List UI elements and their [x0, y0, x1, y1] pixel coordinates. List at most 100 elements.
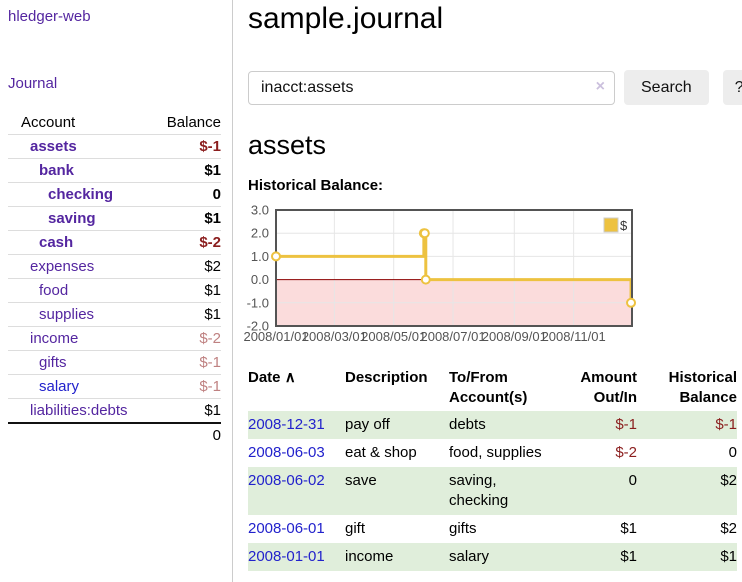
register-cell-date: 2008-06-01 [248, 515, 345, 543]
register-cell-description: gift [345, 520, 366, 537]
register-date-link[interactable]: 2008-06-02 [248, 472, 325, 489]
x-tick-label: 2008/01/01 [243, 329, 308, 344]
y-tick-label: -2.0 [247, 319, 269, 334]
account-balance: $-1 [154, 134, 221, 159]
account-link[interactable]: cash [39, 234, 74, 251]
register-header-date[interactable]: Date ∧ [248, 369, 296, 386]
account-balance: $1 [154, 278, 221, 303]
chart-container: 3.0 2.0 1.0 0.0 -1.0 -2.0 2008/01/01 2008/03/01… [243, 203, 742, 348]
account-link[interactable]: salary [39, 378, 80, 395]
sidebar: hledger-web Journal Account Balance asse… [0, 0, 233, 582]
register-cell-date: 2008-01-01 [248, 543, 345, 571]
y-tick-label: 2.0 [251, 226, 269, 241]
account-link[interactable]: gifts [39, 354, 67, 371]
y-tick-label: -1.0 [247, 295, 269, 310]
plot-border [275, 209, 633, 327]
accounts-header-row: Account Balance [8, 111, 221, 135]
register-body: 2008-12-31 pay off debts $-1 $-1 2008-06-03 ea… [248, 411, 737, 571]
account-link[interactable]: liabilities:debts [30, 402, 128, 419]
account-row: supplies $1 [8, 302, 221, 327]
search-button[interactable]: Search [624, 70, 709, 105]
register-table: Date ∧ Description To/From Account(s) Am… [248, 365, 737, 571]
x-tick-label: 2008/09/01 [482, 329, 547, 344]
account-balance: $2 [154, 254, 221, 279]
accounts-body: assets $-1 bank $1 checking 0 saving $1 cash $-2 e… [8, 134, 221, 423]
register-cell-description: pay off [345, 416, 390, 433]
page-title: sample.journal [248, 2, 444, 35]
account-row: liabilities:debts $1 [8, 398, 221, 423]
register-cell-date: 2008-12-31 [248, 411, 345, 439]
account-balance: $-2 [154, 326, 221, 351]
x-tick-label: 2008/03/01 [302, 329, 367, 344]
account-balance: 0 [154, 182, 221, 207]
x-tick-label: 2008/05/01 [361, 329, 426, 344]
sidebar-item-journal[interactable]: Journal [8, 75, 58, 92]
account-link[interactable]: bank [39, 162, 75, 179]
account-balance: $1 [154, 206, 221, 231]
register-cell-description: save [345, 472, 377, 489]
account-row: assets $-1 [8, 134, 221, 159]
account-link[interactable]: supplies [39, 306, 95, 323]
register-row: 2008-06-01 gift gifts $1 $2 [248, 515, 737, 543]
register-row: 2008-12-31 pay off debts $-1 $-1 [248, 411, 737, 439]
legend-label: $ [620, 218, 628, 233]
search-input[interactable] [248, 70, 615, 105]
register-cell-accounts: saving, checking [449, 472, 509, 509]
brand-link[interactable]: hledger-web [8, 8, 91, 25]
register-row: 2008-01-01 income salary $1 $1 [248, 543, 737, 571]
account-row: bank $1 [8, 158, 221, 183]
register-header-amount: Amount Out/In [580, 369, 637, 406]
register-cell-date: 2008-06-02 [248, 467, 345, 515]
account-heading: assets [248, 130, 327, 160]
register-cell-balance: $1 [720, 548, 737, 565]
accounts-total-value: 0 [154, 422, 221, 447]
register-date-link[interactable]: 2008-06-03 [248, 444, 325, 461]
x-tick-label: 2008/11/01 [542, 329, 606, 344]
register-date-link[interactable]: 2008-06-01 [248, 520, 325, 537]
register-cell-amount: $-2 [615, 444, 637, 461]
data-point [419, 228, 430, 239]
account-balance: $1 [154, 302, 221, 327]
register-cell-accounts: salary [449, 548, 490, 565]
search-form: × Search ? [248, 70, 742, 105]
account-row: saving $1 [8, 206, 221, 231]
account-row: food $1 [8, 278, 221, 303]
sort-asc-icon: ∧ [284, 369, 296, 386]
register-cell-balance: $2 [720, 520, 737, 537]
account-row: income $-2 [8, 326, 221, 351]
y-tick-label: 0.0 [251, 272, 269, 287]
account-link[interactable]: food [39, 282, 69, 299]
register-cell-accounts: gifts [449, 520, 477, 537]
register-cell-description: eat & shop [345, 444, 417, 461]
account-link[interactable]: saving [48, 210, 96, 227]
data-point [626, 297, 637, 308]
help-button[interactable]: ? [722, 70, 742, 105]
register-header-row: Date ∧ Description To/From Account(s) Am… [248, 365, 737, 411]
y-tick-label: 1.0 [251, 249, 269, 264]
account-row: checking 0 [8, 182, 221, 207]
account-link[interactable]: checking [48, 186, 114, 203]
account-link[interactable]: assets [30, 138, 77, 155]
account-balance: $-1 [154, 350, 221, 375]
register-row: 2008-06-03 eat & shop food, supplies $-2 0 [248, 439, 737, 467]
clear-search-icon[interactable]: × [595, 77, 605, 95]
account-row: salary $-1 [8, 374, 221, 399]
account-balance: $1 [154, 398, 221, 423]
account-link[interactable]: expenses [30, 258, 95, 275]
account-balance: $-1 [154, 374, 221, 399]
register-date-link[interactable]: 2008-12-31 [248, 416, 325, 433]
account-balance: $-2 [154, 230, 221, 255]
register-row: 2008-06-02 save saving, checking 0 $2 [248, 467, 737, 515]
accounts-header-account: Account [21, 114, 76, 131]
register-cell-amount: $1 [620, 548, 637, 565]
register-cell-description: income [345, 548, 394, 565]
register-date-link[interactable]: 2008-01-01 [248, 548, 325, 565]
register-cell-amount: $-1 [615, 416, 637, 433]
data-point [420, 274, 431, 285]
register-cell-accounts: food, supplies [449, 444, 542, 461]
legend-swatch [603, 217, 619, 233]
account-link[interactable]: income [30, 330, 79, 347]
register-cell-date: 2008-06-03 [248, 439, 345, 467]
chart-title: Historical Balance: [248, 177, 384, 194]
